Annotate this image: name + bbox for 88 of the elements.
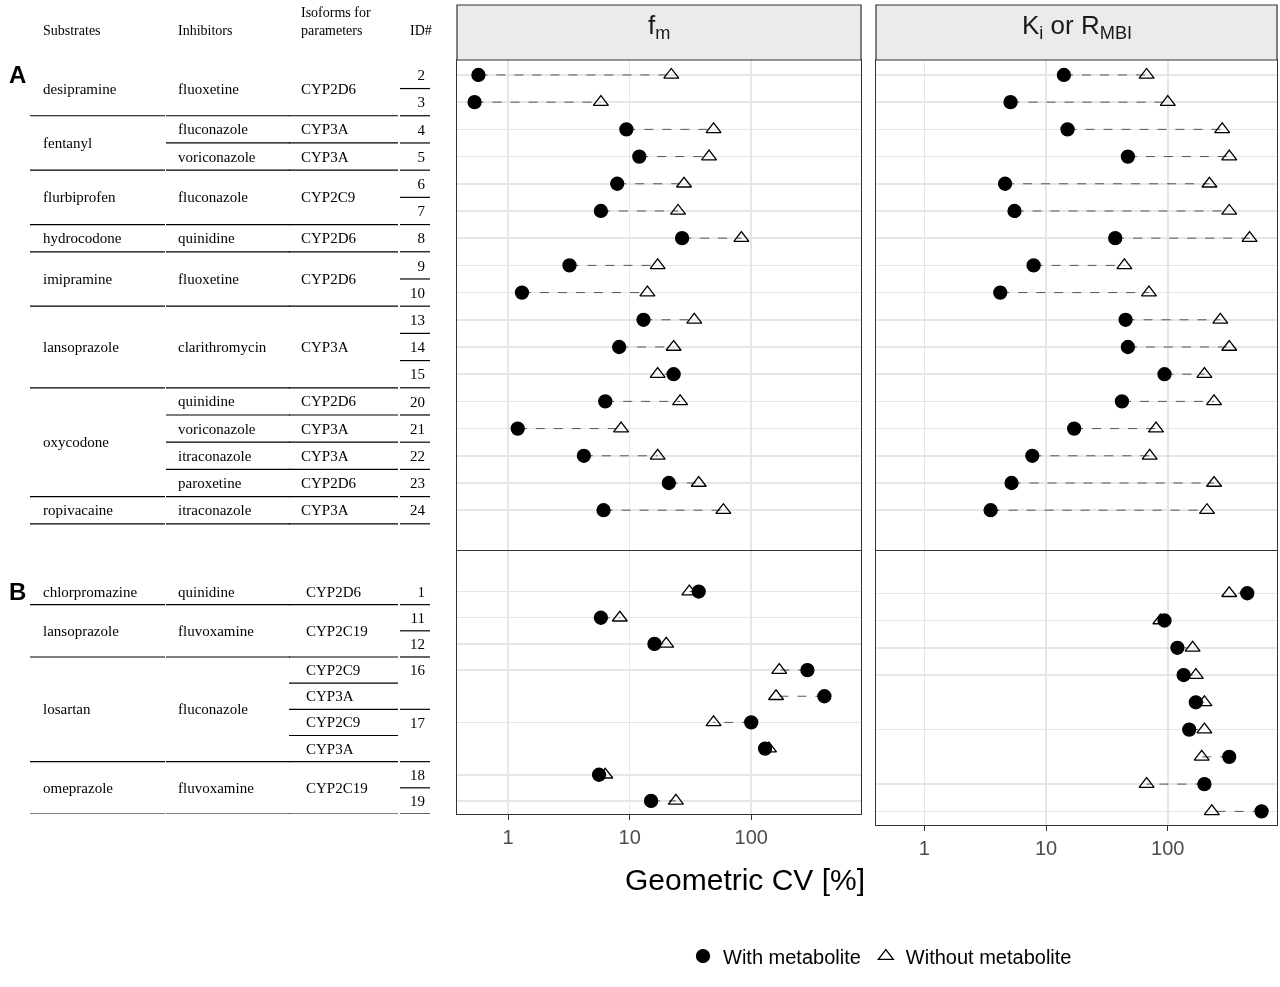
x-axis-title: Geometric CV [%]: [625, 863, 866, 896]
y-tick-label: 7: [417, 203, 426, 220]
text: CYP3A: [306, 688, 354, 704]
text: quinidine: [178, 230, 235, 246]
text: A: [9, 61, 27, 88]
text: CYP2D6: [301, 393, 357, 409]
x-tick-label: 1: [918, 837, 930, 859]
y-tick-label: 8: [417, 230, 425, 247]
text: fluvoxamine: [178, 623, 255, 639]
text: CYP3A: [301, 121, 349, 137]
y-tick-label: 18: [410, 767, 425, 783]
text: CYP3A: [301, 421, 349, 437]
text: CYP3A: [306, 741, 354, 757]
text: oxycodone: [43, 434, 110, 450]
chart-title: f$_{m}$: [648, 10, 671, 44]
y-tick-label: 5: [417, 148, 425, 165]
text: paroxetine: [178, 475, 242, 491]
x-tick-label: 100: [734, 826, 768, 848]
text: Isoforms for parameters: [301, 5, 371, 39]
y-tick-label: 23: [410, 475, 425, 492]
text: fluoxetine: [178, 271, 240, 287]
y-tick-label: 17: [410, 714, 426, 731]
text: fluconazole: [178, 121, 249, 137]
text: CYP2C19: [306, 623, 368, 639]
y-tick-label: 3: [417, 94, 425, 111]
x-tick-label: 100: [1151, 837, 1185, 859]
text: CYP2D6: [301, 81, 357, 97]
text: hydrocodone: [43, 230, 122, 246]
y-tick-label: 22: [410, 448, 425, 465]
chart-title: K$_{i}$ or R$_{MBI}$: [1022, 10, 1133, 44]
text: fluconazole: [178, 701, 249, 717]
x-tick-label: 1: [502, 826, 514, 848]
text: losartan: [43, 701, 91, 717]
text: chlorpromazine: [43, 584, 138, 600]
y-tick-label: 13: [410, 312, 425, 329]
text: lansoprazole: [43, 623, 120, 639]
text: fentanyl: [43, 135, 93, 151]
text: CYP3A: [301, 448, 349, 464]
text: imipramine: [43, 271, 113, 287]
text: B: [9, 578, 27, 605]
text: desipramine: [43, 81, 117, 97]
legend-label: With metabolite: [723, 945, 861, 968]
text: CYP2D6: [301, 271, 357, 287]
text: CYP2D6: [301, 230, 357, 246]
y-tick-label: 19: [410, 793, 425, 810]
text: CYP2C19: [306, 780, 368, 796]
text: itraconazole: [178, 448, 252, 464]
text: Inhibitors: [178, 23, 233, 38]
y-tick-label: 16: [410, 662, 426, 679]
text: fluvoxamine: [178, 780, 255, 796]
text: fluconazole: [178, 189, 249, 205]
text: CYP2D6: [301, 475, 357, 491]
y-tick-label: 20: [410, 393, 425, 410]
y-tick-label: 15: [410, 366, 425, 383]
y-tick-label: 1: [417, 583, 425, 600]
y-tick-label: 2: [417, 67, 425, 84]
y-tick-label: 11: [410, 609, 425, 626]
y-tick-label: 9: [417, 257, 425, 274]
text: CYP3A: [301, 149, 349, 165]
text: voriconazole: [178, 149, 256, 165]
text: quinidine: [178, 393, 235, 409]
x-tick-label: 10: [618, 826, 641, 848]
text: omeprazole: [43, 780, 114, 796]
text: ID#: [410, 23, 432, 38]
text: flurbiprofen: [43, 189, 116, 205]
text: voriconazole: [178, 421, 256, 437]
y-tick-label: 21: [410, 420, 425, 437]
text: Substrates: [43, 23, 101, 38]
y-tick-label: 14: [410, 339, 426, 356]
y-tick-label: 6: [417, 176, 426, 193]
y-tick-label: 12: [410, 636, 425, 653]
y-tick-label: 10: [410, 284, 425, 301]
text: itraconazole: [178, 502, 252, 518]
y-tick-label: 24: [410, 502, 426, 519]
text: CYP3A: [301, 502, 349, 518]
text: CYP2C9: [301, 189, 356, 205]
text: fluoxetine: [178, 81, 240, 97]
text: CYP3A: [301, 339, 349, 355]
text: CYP2D6: [306, 584, 362, 600]
y-tick-label: 4: [417, 121, 426, 138]
text: CYP2C9: [306, 662, 361, 678]
legend-label: Without metabolite: [905, 945, 1072, 968]
text: lansoprazole: [43, 339, 120, 355]
text: CYP2C9: [306, 714, 361, 730]
x-tick-label: 10: [1034, 837, 1058, 859]
text: clarithromycin: [178, 339, 267, 355]
text: ropivacaine: [43, 502, 114, 518]
text: quinidine: [178, 584, 235, 600]
